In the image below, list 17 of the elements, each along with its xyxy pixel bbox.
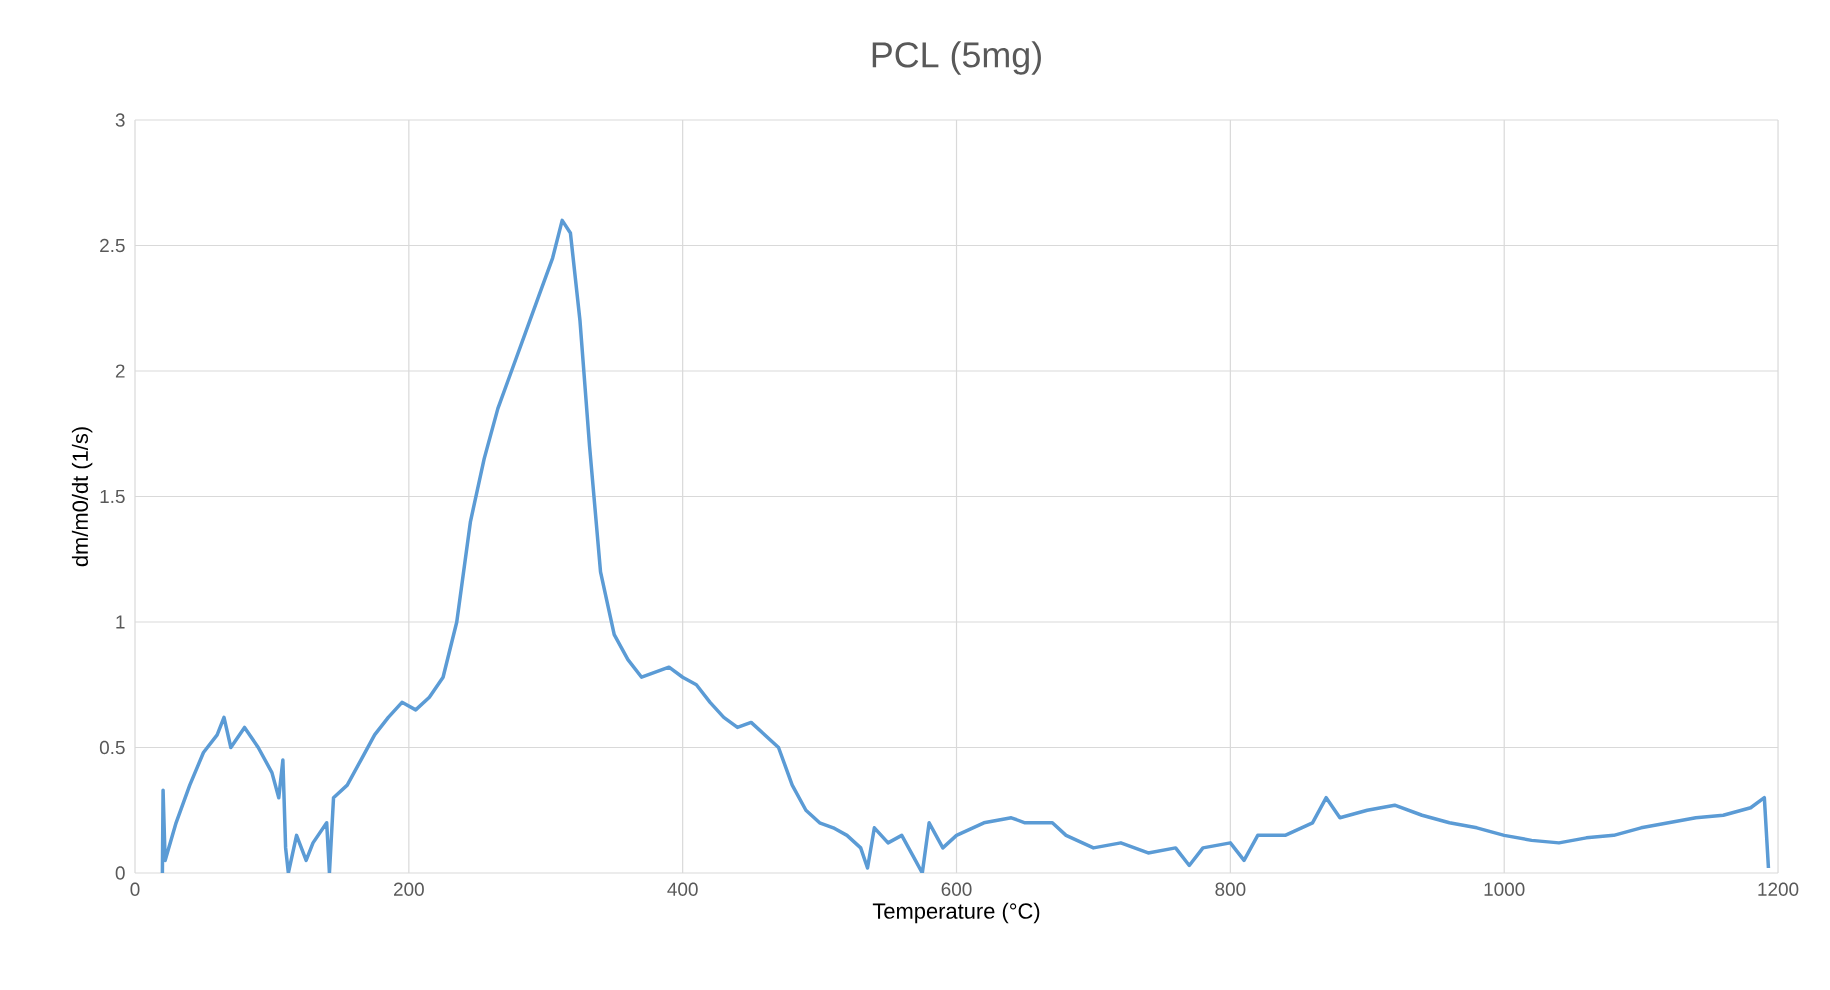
x-tick-label: 800: [1215, 882, 1246, 896]
chart-title: PCL (5mg): [872, 41, 1041, 75]
x-tick-label: 0: [130, 882, 140, 896]
x-tick-label: 400: [667, 882, 698, 896]
y-tick-label: 1: [116, 615, 125, 629]
y-tick-label: 1.5: [100, 489, 125, 504]
y-axis-title: dm/m0/dt (1/s): [71, 427, 93, 567]
y-tick-label: 0.5: [99, 740, 125, 755]
y-tick-label: 0: [115, 866, 125, 880]
x-tick-label: 1200: [1758, 882, 1799, 896]
x-tick-label: 1000: [1484, 882, 1525, 896]
y-tick-label: 2.5: [100, 238, 125, 253]
y-tick-label: 2: [115, 364, 125, 378]
y-tick-label: 3: [115, 113, 125, 127]
x-axis-title: Temperature (°C): [872, 902, 1040, 924]
x-tick-label: 600: [941, 882, 972, 896]
x-tick-label: 200: [394, 882, 424, 896]
